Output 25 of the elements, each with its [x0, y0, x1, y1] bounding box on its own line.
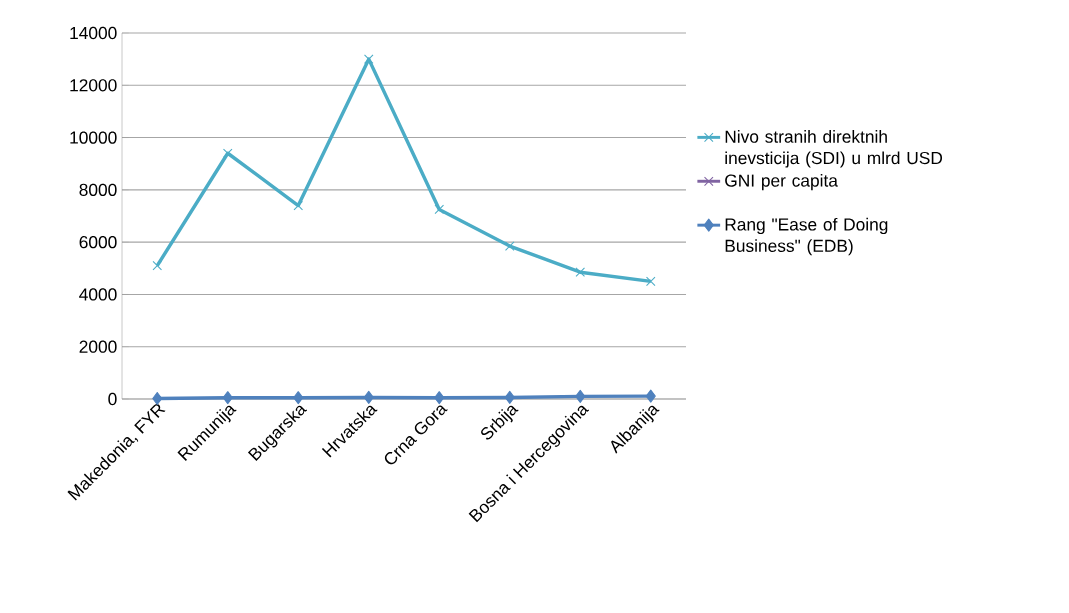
point: [575, 389, 586, 403]
y-tick-label: 10000: [70, 131, 117, 144]
point: [645, 389, 656, 403]
legend-label: Rang "Ease of Doing Business" (EDB): [725, 217, 888, 256]
legend-label: GNI per capita: [725, 173, 838, 191]
point: [293, 200, 304, 211]
point: [504, 241, 515, 251]
point: [434, 391, 445, 405]
y-tick-label: 0: [108, 392, 117, 406]
point: [152, 260, 163, 271]
point: [434, 204, 445, 215]
point: [293, 391, 304, 405]
y-tick-label: 8000: [79, 183, 117, 196]
point: [504, 390, 515, 404]
point: [363, 54, 374, 64]
point: [363, 390, 374, 404]
legend-label: Nivo stranih direktnih inevsticija (SDI) u mlrd USD: [725, 130, 943, 168]
point: [645, 276, 656, 287]
point: [575, 267, 586, 277]
y-tick-label: 12000: [70, 79, 117, 92]
y-tick-label: 2000: [79, 340, 117, 353]
y-tick-label: 6000: [79, 236, 117, 249]
point: [222, 391, 233, 405]
y-tick-label: 14000: [70, 26, 117, 40]
y-tick-label: 4000: [79, 288, 117, 301]
